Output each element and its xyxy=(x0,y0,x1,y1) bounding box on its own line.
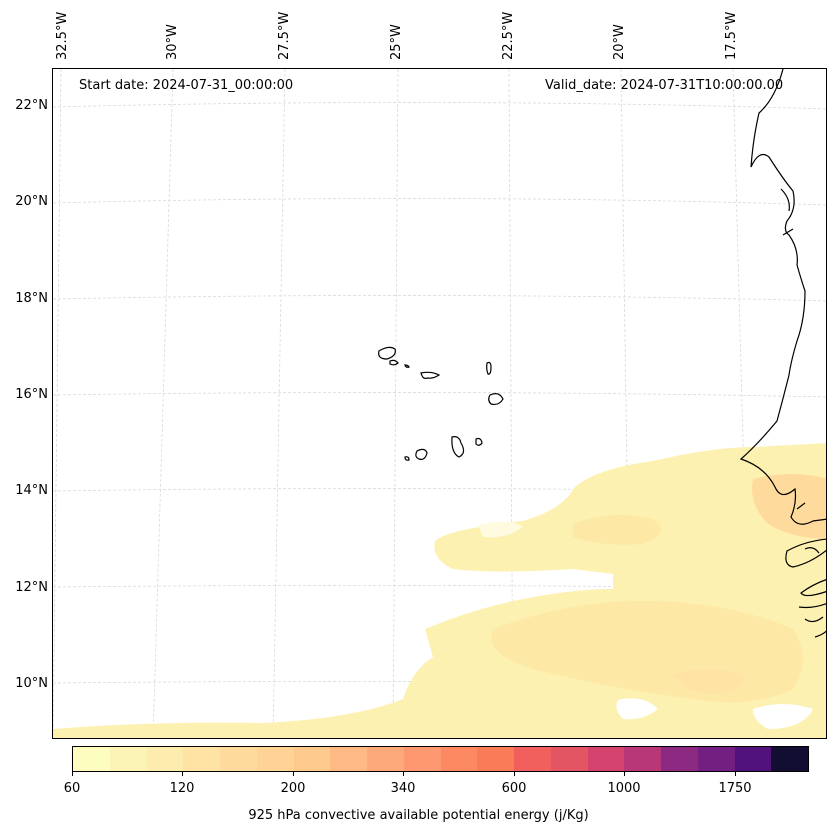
island-fogo xyxy=(415,448,428,460)
lat-label-20n: 20°N xyxy=(15,194,48,209)
colorbar-swatch xyxy=(734,747,772,771)
colorbar-swatch xyxy=(330,747,367,771)
lon-label-20w: 20°W xyxy=(612,24,627,60)
colorbar-swatch xyxy=(697,747,735,771)
cape-patch-small xyxy=(580,483,594,489)
lat-label-14n: 14°N xyxy=(15,483,48,498)
colorbar-tick-600: 600 xyxy=(501,781,527,796)
colorbar-tick-200: 200 xyxy=(280,781,306,796)
lon-label-17-5w: 17.5°W xyxy=(724,11,739,60)
island-santa-luzia xyxy=(404,364,410,368)
colorbar-swatch xyxy=(514,747,551,771)
colorbar-swatch xyxy=(183,747,220,771)
lat-label-22n: 22°N xyxy=(15,98,48,113)
cape-field xyxy=(53,443,826,738)
colorbar-tick-1000: 1000 xyxy=(607,781,641,796)
africa-coast-bits xyxy=(780,188,820,554)
island-boa-vista xyxy=(488,393,504,406)
colorbar-swatch xyxy=(256,747,294,771)
colorbar xyxy=(72,746,809,772)
cape-gap-2 xyxy=(753,704,813,729)
colorbar-swatch xyxy=(403,747,441,771)
africa-coast xyxy=(739,69,826,638)
colorbar-label: 925 hPa convective available potential e… xyxy=(248,808,589,823)
lat-label-12n: 12°N xyxy=(15,580,48,595)
colorbar-tick-340: 340 xyxy=(390,781,416,796)
colorbar-swatch xyxy=(550,747,588,771)
valid-date-label: Valid_date: 2024-07-31T10:00:00.00 xyxy=(545,78,784,93)
island-santiago xyxy=(451,436,465,458)
lat-label-16n: 16°N xyxy=(15,387,48,402)
colorbar-tick-1750: 1750 xyxy=(718,781,752,796)
colorbar-swatch xyxy=(477,747,514,771)
colorbar-swatch xyxy=(367,747,404,771)
colorbar-tick-60: 60 xyxy=(63,781,81,796)
island-sao-nicolau xyxy=(420,371,441,380)
cape-gap-1 xyxy=(616,698,658,720)
cape-band-inner-2 xyxy=(573,515,661,545)
colorbar-swatch xyxy=(587,747,625,771)
colorbar-swatch xyxy=(109,747,147,771)
cape-hotspot-2 xyxy=(673,669,744,694)
lon-label-22-5w: 22.5°W xyxy=(501,11,516,60)
map-canvas xyxy=(53,69,826,738)
lon-label-32-5w: 32.5°W xyxy=(55,11,70,60)
gridlines xyxy=(53,69,826,738)
start-date-label: Start date: 2024-07-31_00:00:00 xyxy=(79,78,294,93)
coastlines xyxy=(739,69,826,638)
lon-label-27-5w: 27.5°W xyxy=(277,11,292,60)
island-brava xyxy=(404,456,410,461)
colorbar-swatch xyxy=(624,747,661,771)
island-sal xyxy=(486,361,492,375)
cape-gap-3 xyxy=(478,521,523,538)
colorbar-tick-120: 120 xyxy=(169,781,195,796)
lon-label-30w: 30°W xyxy=(165,24,180,60)
map-panel xyxy=(52,68,827,739)
colorbar-swatch xyxy=(771,747,808,771)
lat-label-18n: 18°N xyxy=(15,291,48,306)
colorbar-swatch xyxy=(220,747,257,771)
island-sao-vicente xyxy=(389,359,399,366)
island-santo-antao xyxy=(378,346,396,360)
colorbar-swatch xyxy=(146,747,184,771)
lat-label-10n: 10°N xyxy=(15,676,48,691)
colorbar-swatch xyxy=(73,747,110,771)
colorbar-swatch xyxy=(440,747,478,771)
lon-label-25w: 25°W xyxy=(389,24,404,60)
island-maio xyxy=(475,437,483,446)
colorbar-swatch xyxy=(293,747,331,771)
cape-verde-islands xyxy=(378,346,504,461)
colorbar-swatch xyxy=(661,747,698,771)
